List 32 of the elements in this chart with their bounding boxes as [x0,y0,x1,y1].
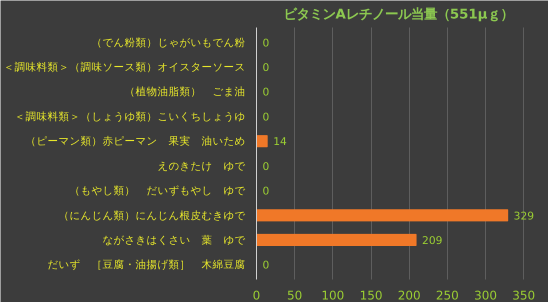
y-tick-label: （でん粉類）じゃがいもでん粉 [92,36,246,49]
x-tick-label: 200 [398,288,421,302]
bar [256,234,417,246]
data-label: 0 [262,61,270,74]
x-tick-label: 50 [287,288,302,302]
data-label: 14 [273,135,287,148]
chart-title: ビタミンAレチノール当量（551μｇ） [284,8,514,22]
data-label: 209 [422,234,443,247]
y-tick-label: ながさきはくさい 葉 ゆで [102,233,246,246]
data-label: 0 [262,86,270,99]
data-label: 0 [262,110,270,124]
x-tick-label: 250 [436,288,459,302]
bar [256,135,268,148]
data-label: 0 [262,258,270,272]
y-tick-label: （植物油脂類） ごま油 [124,85,246,98]
data-label: 0 [262,36,270,50]
y-tick-label: （ピーマン類）赤ピーマン 果実 油いため [26,134,246,148]
data-label: 0 [262,184,270,198]
data-label: 329 [514,209,534,222]
y-tick-label: （にんじん類）にんじん根皮むきゆで [58,208,246,222]
x-tick-label: 300 [474,288,497,302]
y-tick-label: だいず ［豆腐・油揚げ類］ 木綿豆腐 [48,258,246,272]
bar [256,209,508,222]
x-tick-label: 100 [321,288,344,302]
data-label: 0 [262,160,270,173]
x-tick-label: 350 [512,288,536,302]
y-tick-label: （もやし類） だいずもやし ゆで [70,184,246,198]
y-tick-label: ＜調味料類＞（しょうゆ類）こいくちしょうゆ [14,110,246,123]
x-tick-label: 0 [252,288,260,302]
y-tick-label: ＜調味料類＞（調味ソース類）オイスターソース [4,60,246,74]
x-tick-label: 150 [360,288,382,302]
y-tick-label: えのきたけ ゆで [158,159,246,172]
